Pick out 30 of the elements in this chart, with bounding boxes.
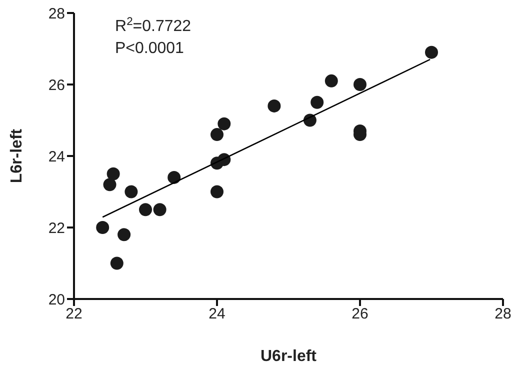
- point: [268, 99, 281, 112]
- x-axis-title: U6r-left: [260, 348, 318, 365]
- point: [124, 185, 138, 198]
- x-tick-label: 22: [66, 306, 82, 323]
- x-tick-label: 24: [208, 306, 226, 323]
- point: [324, 74, 338, 88]
- point: [168, 170, 181, 184]
- annotation: R$^{2}$=0.7722: [115, 16, 192, 35]
- y-tick-label: 20: [48, 291, 65, 308]
- y-tick-label: 26: [48, 76, 65, 94]
- point: [210, 185, 224, 198]
- y-axis-title: L6r-left: [8, 128, 26, 184]
- y-tick-label: 22: [48, 220, 65, 237]
- point: [103, 178, 116, 192]
- point: [106, 167, 120, 180]
- point: [96, 221, 110, 234]
- point: [153, 203, 166, 216]
- point: [425, 46, 438, 59]
- point: [310, 96, 324, 109]
- x-tick-label: 26: [352, 306, 368, 323]
- y-tick-label: 28: [48, 5, 65, 22]
- point: [110, 256, 124, 270]
- y-tick-label: 24: [48, 148, 65, 166]
- point: [118, 228, 131, 242]
- point: [139, 203, 152, 216]
- point: [354, 78, 366, 91]
- point: [210, 128, 224, 142]
- x-tick-label: 28: [494, 306, 512, 323]
- annotation: P<0.0001: [115, 40, 184, 57]
- point: [218, 117, 231, 130]
